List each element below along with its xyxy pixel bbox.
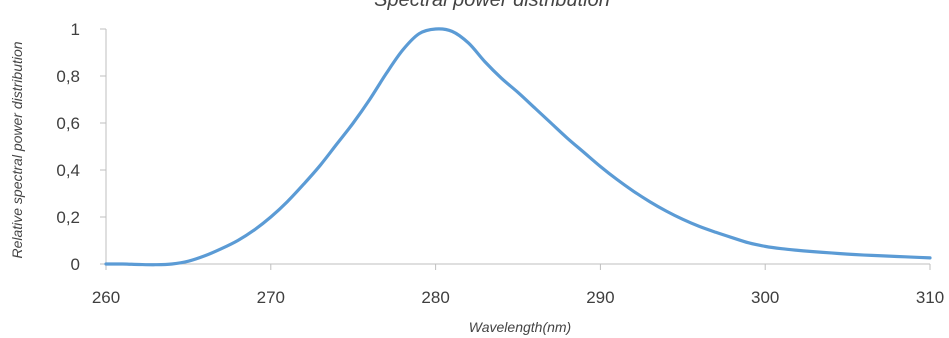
y-tick-label: 1 [71, 20, 80, 39]
x-tick-label: 260 [92, 288, 120, 307]
y-tick-label: 0 [71, 255, 80, 274]
y-tick-label: 0,6 [56, 114, 80, 133]
x-tick-label: 270 [257, 288, 285, 307]
x-tick-label: 280 [421, 288, 449, 307]
y-tick-label: 0,8 [56, 67, 80, 86]
y-tick-label: 0,2 [56, 208, 80, 227]
chart-title: Spectral power distribution [374, 0, 610, 11]
x-tick-label: 300 [751, 288, 779, 307]
x-tick-label: 310 [916, 288, 944, 307]
x-axis: 260 270 280 290 300 310 [92, 263, 944, 307]
x-axis-title: Wavelength(nm) [469, 319, 571, 335]
series-line-spectral-power [104, 27, 932, 267]
x-tick-label: 290 [586, 288, 614, 307]
y-tick-label: 0,4 [56, 161, 80, 180]
y-axis: 0 0,2 0,4 0,6 0,8 1 [56, 20, 107, 274]
y-axis-title: Relative spectral power distribution [9, 41, 25, 258]
